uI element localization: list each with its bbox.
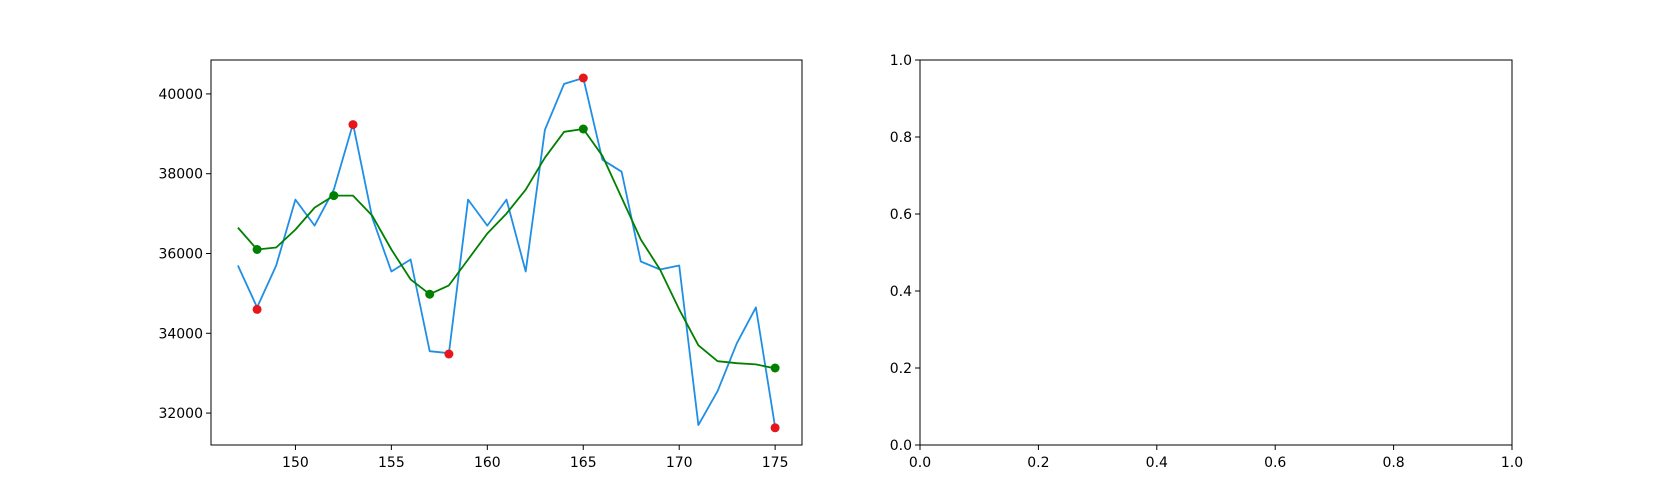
axes-frame (919, 59, 1513, 446)
series-2-point-3 (578, 73, 588, 83)
series-2-point-1 (348, 120, 358, 130)
y-tick-label-3: 38000 (158, 167, 203, 183)
series-3-point-4 (770, 363, 780, 373)
series-3-point-3 (578, 124, 588, 134)
right-empty-axes: 0.0 0.2 0.4 0.6 0.8 1.0 0.0 0.2 0.4 0.6 0.8 1.0 (890, 53, 1523, 471)
left-line-chart: 150 155 160 165 170 175 32000 34000 36000 38000 40… (158, 59, 803, 471)
y-tick-label-2: 36000 (158, 246, 203, 262)
x-tick-label-4: 170 (666, 455, 693, 471)
series-3-point-2 (425, 289, 435, 299)
x-tick-label-1: 155 (378, 455, 405, 471)
series-2-point-0 (252, 304, 262, 314)
series-line-1 (237, 128, 776, 370)
series-3-point-0 (252, 245, 262, 254)
axes-frame (210, 59, 803, 446)
x-tick-label-3: 0.6 (1264, 455, 1286, 471)
y-tick-label-4: 40000 (158, 87, 203, 103)
series-3-point-1 (329, 191, 339, 201)
series-2-point-2 (444, 349, 454, 359)
y-tick-label-0: 32000 (158, 406, 203, 422)
x-tick-label-0: 150 (282, 455, 309, 471)
y-tick-label-0: 0.0 (890, 438, 912, 454)
x-tick-label-3: 165 (570, 455, 597, 471)
x-tick-label-1: 0.2 (1027, 455, 1049, 471)
series-2-point-4 (770, 423, 780, 433)
y-tick-label-5: 1.0 (890, 53, 912, 69)
y-tick-label-1: 34000 (158, 326, 203, 342)
x-tick-label-0: 0.0 (909, 455, 931, 471)
x-tick-label-5: 1.0 (1501, 455, 1523, 471)
y-tick-label-4: 0.8 (890, 130, 912, 146)
x-tick-label-4: 0.8 (1382, 455, 1404, 471)
y-tick-label-1: 0.2 (890, 361, 912, 377)
x-tick-label-5: 175 (762, 455, 789, 471)
series-line-0 (237, 77, 776, 428)
x-tick-label-2: 0.4 (1146, 455, 1168, 471)
x-tick-label-2: 160 (474, 455, 501, 471)
y-tick-label-2: 0.4 (890, 284, 912, 300)
y-tick-label-3: 0.6 (890, 207, 912, 223)
